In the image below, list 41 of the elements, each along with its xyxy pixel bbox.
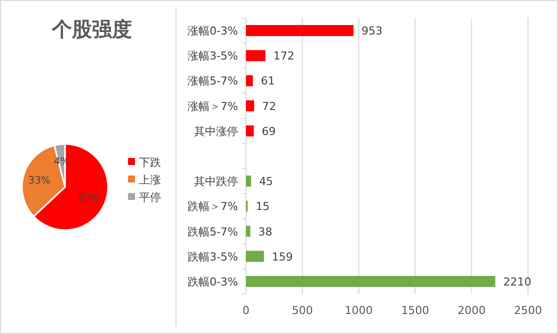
data-label: 159 [272,250,293,264]
bar [246,25,354,36]
bar [246,50,266,62]
bar [246,226,250,237]
data-label: 69 [262,124,276,138]
x-tick-label: 0 [242,304,250,317]
data-label: 15 [256,200,270,214]
x-tick-label: 1000 [344,304,373,317]
legend-label: 下跌 [139,156,161,169]
x-tick-label: 2000 [458,304,486,317]
y-tick-label: 跌幅5-7% [188,225,238,238]
data-label: 33% [28,176,51,187]
data-label: 38 [258,225,272,238]
bar [246,100,254,112]
data-label: 45 [259,175,274,188]
data-label: 63% [78,194,101,205]
y-tick-label: 涨幅0-3% [188,24,238,38]
x-tick-label: 1500 [401,304,430,317]
y-tick-label: 涨幅5-7% [188,74,238,88]
y-tick-label: 跌幅＞7% [188,200,238,214]
y-tick-label: 其中跌停 [194,175,238,188]
y-tick-label: 其中涨停 [194,124,238,138]
y-tick-label: 跌幅3-5% [188,250,238,264]
y-tick-label: 涨幅3-5% [188,50,238,63]
bar [246,276,496,287]
y-tick-label: 跌幅0-3% [188,275,238,288]
data-label: 172 [273,50,294,63]
data-label: 953 [362,24,382,38]
data-label: 61 [260,74,275,88]
chart-title: 个股强度 [51,17,132,41]
bar [246,250,264,262]
data-label: 72 [262,100,276,113]
legend-label: 上涨 [139,174,161,186]
bar [246,75,253,86]
data-label: 2210 [503,275,532,288]
x-tick-label: 2500 [514,304,542,317]
bar [246,125,254,136]
x-tick-label: 500 [292,304,313,317]
legend-label: 平停 [139,191,161,204]
bar [246,176,252,187]
y-tick-label: 涨幅＞7% [188,100,238,113]
